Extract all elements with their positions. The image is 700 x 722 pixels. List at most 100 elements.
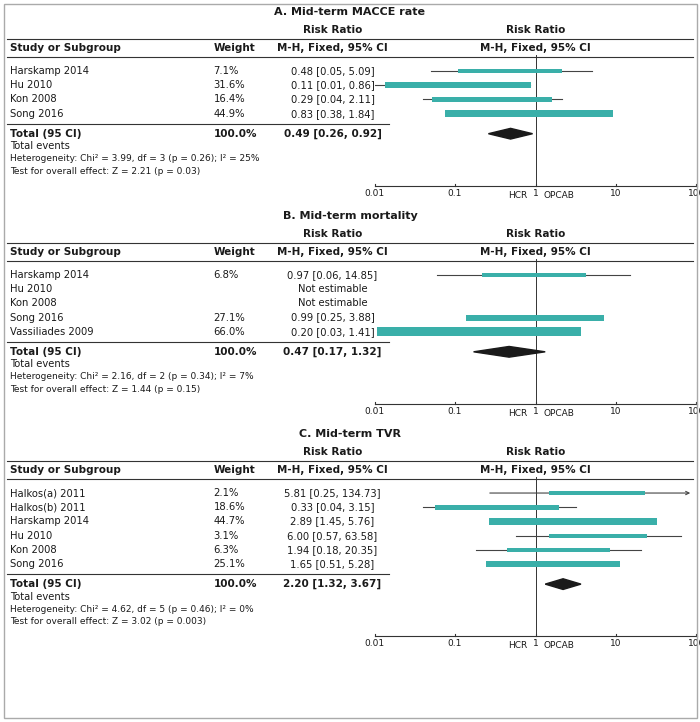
Text: 44.7%: 44.7%	[214, 516, 245, 526]
Bar	[550, 534, 647, 538]
Text: Risk Ratio: Risk Ratio	[506, 229, 565, 239]
Text: 25.1%: 25.1%	[214, 559, 245, 569]
Text: OPCAB: OPCAB	[544, 641, 575, 651]
Text: HCR: HCR	[508, 409, 527, 418]
Text: Weight: Weight	[214, 43, 256, 53]
Text: Not estimable: Not estimable	[298, 284, 368, 294]
Text: Study or Subgroup: Study or Subgroup	[10, 465, 121, 474]
Text: M-H, Fixed, 95% CI: M-H, Fixed, 95% CI	[480, 246, 591, 256]
Text: Total events: Total events	[10, 142, 71, 151]
Text: Total events: Total events	[10, 360, 71, 370]
Text: 100.0%: 100.0%	[214, 579, 257, 589]
Text: 100: 100	[688, 406, 700, 416]
Text: 0.49 [0.26, 0.92]: 0.49 [0.26, 0.92]	[284, 129, 382, 139]
Bar	[444, 110, 613, 117]
Polygon shape	[474, 347, 545, 357]
Text: Harskamp 2014: Harskamp 2014	[10, 516, 90, 526]
Text: 3.1%: 3.1%	[214, 531, 239, 541]
Bar	[466, 315, 604, 321]
Text: Halkos(b) 2011: Halkos(b) 2011	[10, 503, 86, 512]
Text: 2.20 [1.32, 3.67]: 2.20 [1.32, 3.67]	[284, 579, 382, 589]
Text: 1: 1	[533, 188, 538, 198]
Bar	[458, 69, 562, 74]
Text: 1: 1	[533, 406, 538, 416]
Bar	[486, 561, 620, 567]
Text: B. Mid-term mortality: B. Mid-term mortality	[283, 211, 417, 221]
Bar	[377, 327, 581, 336]
Text: HCR: HCR	[508, 191, 527, 200]
Text: Weight: Weight	[214, 246, 256, 256]
Text: HCR: HCR	[508, 641, 527, 651]
Text: Risk Ratio: Risk Ratio	[303, 447, 362, 457]
Text: Total events: Total events	[10, 591, 71, 601]
Text: 0.1: 0.1	[448, 639, 462, 648]
Text: Halkos(a) 2011: Halkos(a) 2011	[10, 488, 86, 498]
Text: 0.01: 0.01	[365, 406, 384, 416]
Text: A. Mid-term MACCE rate: A. Mid-term MACCE rate	[274, 6, 426, 17]
Text: Risk Ratio: Risk Ratio	[506, 25, 565, 35]
Text: Heterogeneity: Chi² = 2.16, df = 2 (p = 0.34); I² = 7%: Heterogeneity: Chi² = 2.16, df = 2 (p = …	[10, 373, 254, 381]
Text: 0.01: 0.01	[365, 188, 384, 198]
Text: 10: 10	[610, 188, 622, 198]
Text: 1.65 [0.51, 5.28]: 1.65 [0.51, 5.28]	[290, 559, 375, 569]
Text: 0.99 [0.25, 3.88]: 0.99 [0.25, 3.88]	[290, 313, 375, 323]
Text: 0.20 [0.03, 1.41]: 0.20 [0.03, 1.41]	[290, 327, 375, 336]
Text: 100: 100	[688, 188, 700, 198]
Text: 7.1%: 7.1%	[214, 66, 239, 76]
Text: Total (95 CI): Total (95 CI)	[10, 579, 82, 589]
Text: Test for overall effect: Z = 3.02 (p = 0.003): Test for overall effect: Z = 3.02 (p = 0…	[10, 617, 206, 626]
Text: 0.1: 0.1	[448, 188, 462, 198]
Text: 66.0%: 66.0%	[214, 327, 245, 336]
Text: 1: 1	[533, 639, 538, 648]
Text: 100: 100	[688, 639, 700, 648]
Text: 100.0%: 100.0%	[214, 347, 257, 357]
Text: Kon 2008: Kon 2008	[10, 298, 57, 308]
Bar	[549, 491, 645, 495]
Text: 6.3%: 6.3%	[214, 545, 239, 554]
Text: M-H, Fixed, 95% CI: M-H, Fixed, 95% CI	[277, 43, 388, 53]
Text: 0.29 [0.04, 2.11]: 0.29 [0.04, 2.11]	[290, 95, 375, 105]
Text: 0.11 [0.01, 0.86]: 0.11 [0.01, 0.86]	[290, 80, 375, 90]
Text: M-H, Fixed, 95% CI: M-H, Fixed, 95% CI	[480, 465, 591, 474]
Text: 0.1: 0.1	[448, 406, 462, 416]
Text: Not estimable: Not estimable	[298, 298, 368, 308]
Text: Total (95 CI): Total (95 CI)	[10, 347, 82, 357]
Bar	[432, 97, 552, 102]
Text: Test for overall effect: Z = 1.44 (p = 0.15): Test for overall effect: Z = 1.44 (p = 0…	[10, 385, 201, 394]
Text: M-H, Fixed, 95% CI: M-H, Fixed, 95% CI	[277, 465, 388, 474]
Text: Study or Subgroup: Study or Subgroup	[10, 246, 121, 256]
Bar	[489, 518, 657, 525]
Text: Song 2016: Song 2016	[10, 559, 64, 569]
Text: Vassiliades 2009: Vassiliades 2009	[10, 327, 94, 336]
Text: 0.83 [0.38, 1.84]: 0.83 [0.38, 1.84]	[290, 108, 375, 118]
Text: Total (95 CI): Total (95 CI)	[10, 129, 82, 139]
Text: 10: 10	[610, 406, 622, 416]
Text: 1.94 [0.18, 20.35]: 1.94 [0.18, 20.35]	[288, 545, 377, 554]
Text: Hu 2010: Hu 2010	[10, 531, 52, 541]
Bar	[482, 273, 587, 277]
Text: Hu 2010: Hu 2010	[10, 284, 52, 294]
Text: 100.0%: 100.0%	[214, 129, 257, 139]
Text: Risk Ratio: Risk Ratio	[303, 25, 362, 35]
Text: Kon 2008: Kon 2008	[10, 545, 57, 554]
Text: Risk Ratio: Risk Ratio	[303, 229, 362, 239]
Text: 0.97 [0.06, 14.85]: 0.97 [0.06, 14.85]	[288, 270, 377, 280]
Text: 10: 10	[610, 639, 622, 648]
Text: Risk Ratio: Risk Ratio	[506, 447, 565, 457]
Text: Heterogeneity: Chi² = 4.62, df = 5 (p = 0.46); I² = 0%: Heterogeneity: Chi² = 4.62, df = 5 (p = …	[10, 605, 254, 614]
Text: 0.47 [0.17, 1.32]: 0.47 [0.17, 1.32]	[284, 347, 382, 357]
Bar	[507, 547, 610, 552]
Text: 0.01: 0.01	[365, 639, 384, 648]
Text: Song 2016: Song 2016	[10, 313, 64, 323]
Text: Hu 2010: Hu 2010	[10, 80, 52, 90]
Text: 0.33 [0.04, 3.15]: 0.33 [0.04, 3.15]	[290, 503, 375, 512]
Text: 18.6%: 18.6%	[214, 503, 245, 512]
Text: 44.9%: 44.9%	[214, 108, 245, 118]
Text: Song 2016: Song 2016	[10, 108, 64, 118]
Text: Kon 2008: Kon 2008	[10, 95, 57, 105]
Text: Harskamp 2014: Harskamp 2014	[10, 270, 90, 280]
Bar	[435, 505, 559, 510]
Text: Harskamp 2014: Harskamp 2014	[10, 66, 90, 76]
Polygon shape	[489, 129, 533, 139]
Text: OPCAB: OPCAB	[544, 409, 575, 418]
